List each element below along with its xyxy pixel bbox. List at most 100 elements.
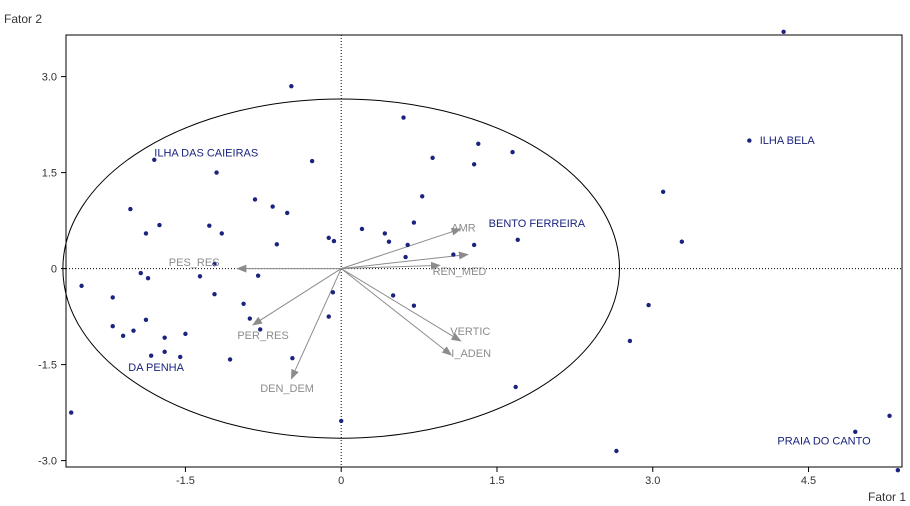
data-point xyxy=(510,149,515,155)
y-tick-label: 1.5 xyxy=(42,168,57,180)
x-tick-label: -1.5 xyxy=(176,475,195,487)
data-point xyxy=(110,324,115,329)
x-tick-label: 4.5 xyxy=(801,475,816,487)
variable-label: AMR xyxy=(451,222,476,234)
data-point xyxy=(145,276,151,281)
data-point xyxy=(515,237,520,242)
observation-label: PRAIA DO CANTO xyxy=(777,436,871,448)
variable-label: DEN_DEM xyxy=(260,383,314,395)
x-tick-label: 3.0 xyxy=(645,475,660,487)
y-tick-label: -1.5 xyxy=(38,360,57,372)
data-point xyxy=(241,301,246,306)
data-point xyxy=(614,448,619,454)
data-point xyxy=(420,194,425,199)
vector-arrow-3 xyxy=(340,268,462,342)
data-point xyxy=(68,410,74,415)
x-axis-title: Fator 1 xyxy=(868,490,906,504)
data-point xyxy=(679,239,685,244)
data-point xyxy=(326,314,331,319)
observation-label: BENTO FERREIRA xyxy=(489,218,586,230)
data-point xyxy=(411,303,417,308)
data-point xyxy=(162,335,167,340)
data-point xyxy=(330,290,336,295)
data-point xyxy=(162,349,167,354)
variable-label: PES_RES xyxy=(169,257,220,269)
data-point xyxy=(227,357,233,362)
data-point xyxy=(430,155,435,161)
data-point xyxy=(110,295,115,300)
x-tick-label: 0 xyxy=(338,475,344,487)
y-tick-label: 3.0 xyxy=(42,72,57,84)
data-point xyxy=(853,429,858,434)
data-point xyxy=(152,157,157,162)
data-point xyxy=(331,238,337,244)
data-point xyxy=(247,316,253,321)
data-point xyxy=(128,206,133,212)
variable-label: REN_MED xyxy=(433,266,487,278)
data-point xyxy=(451,252,456,257)
vector-arrow-1 xyxy=(341,251,469,270)
observation-label: DA PENHA xyxy=(128,362,184,374)
variable-label: PER_RES xyxy=(237,330,288,342)
data-point xyxy=(258,327,263,332)
data-point xyxy=(471,162,477,167)
y-tick-label: 0 xyxy=(51,264,57,276)
data-point xyxy=(646,302,651,308)
data-point xyxy=(285,210,290,216)
vector-arrow-6 xyxy=(252,268,342,326)
data-point xyxy=(289,84,294,89)
vector-arrow-7 xyxy=(290,268,342,380)
data-point xyxy=(219,231,224,236)
data-point xyxy=(309,158,315,164)
data-point xyxy=(382,231,388,236)
data-point xyxy=(339,418,344,424)
x-tick-label: 1.5 xyxy=(489,475,504,487)
data-point xyxy=(148,353,154,358)
y-tick-label: -3.0 xyxy=(38,456,57,468)
data-point xyxy=(207,223,212,228)
data-point xyxy=(390,293,396,298)
data-point xyxy=(476,141,481,146)
data-point xyxy=(401,115,406,120)
data-point xyxy=(183,331,188,337)
data-point xyxy=(270,204,275,209)
data-point xyxy=(471,242,477,248)
data-point xyxy=(386,239,392,244)
data-point xyxy=(120,333,126,338)
data-point xyxy=(197,274,203,279)
data-point xyxy=(143,317,149,322)
data-point xyxy=(157,222,162,228)
data-point xyxy=(895,468,901,473)
data-point xyxy=(131,328,136,333)
data-point xyxy=(359,226,365,232)
data-point xyxy=(887,413,892,418)
data-point xyxy=(178,354,183,360)
vector-arrow-0 xyxy=(341,227,462,270)
observation-label: ILHA DAS CAIEIRAS xyxy=(154,148,258,160)
data-point xyxy=(411,220,417,225)
data-point xyxy=(214,170,219,175)
variable-label: I_ADEN xyxy=(451,348,491,360)
data-point xyxy=(143,231,149,236)
data-point xyxy=(513,384,518,390)
data-point xyxy=(212,292,217,297)
vector-arrow-4 xyxy=(340,268,453,356)
data-point xyxy=(627,338,633,344)
data-point xyxy=(403,254,408,260)
data-point xyxy=(212,261,217,267)
data-point xyxy=(79,283,84,289)
data-point xyxy=(252,197,258,202)
y-axis-title: Fator 2 xyxy=(4,12,42,26)
data-point xyxy=(274,242,280,247)
data-point xyxy=(326,235,331,241)
data-point xyxy=(660,189,666,194)
plot-frame xyxy=(65,34,903,468)
vector-arrow-2 xyxy=(341,261,441,270)
data-point xyxy=(405,242,410,248)
observation-label: ILHA BELA xyxy=(760,135,816,147)
data-point xyxy=(781,29,786,34)
variable-label: VERTIC xyxy=(450,326,490,338)
data-point xyxy=(747,138,752,143)
data-point xyxy=(255,273,261,278)
